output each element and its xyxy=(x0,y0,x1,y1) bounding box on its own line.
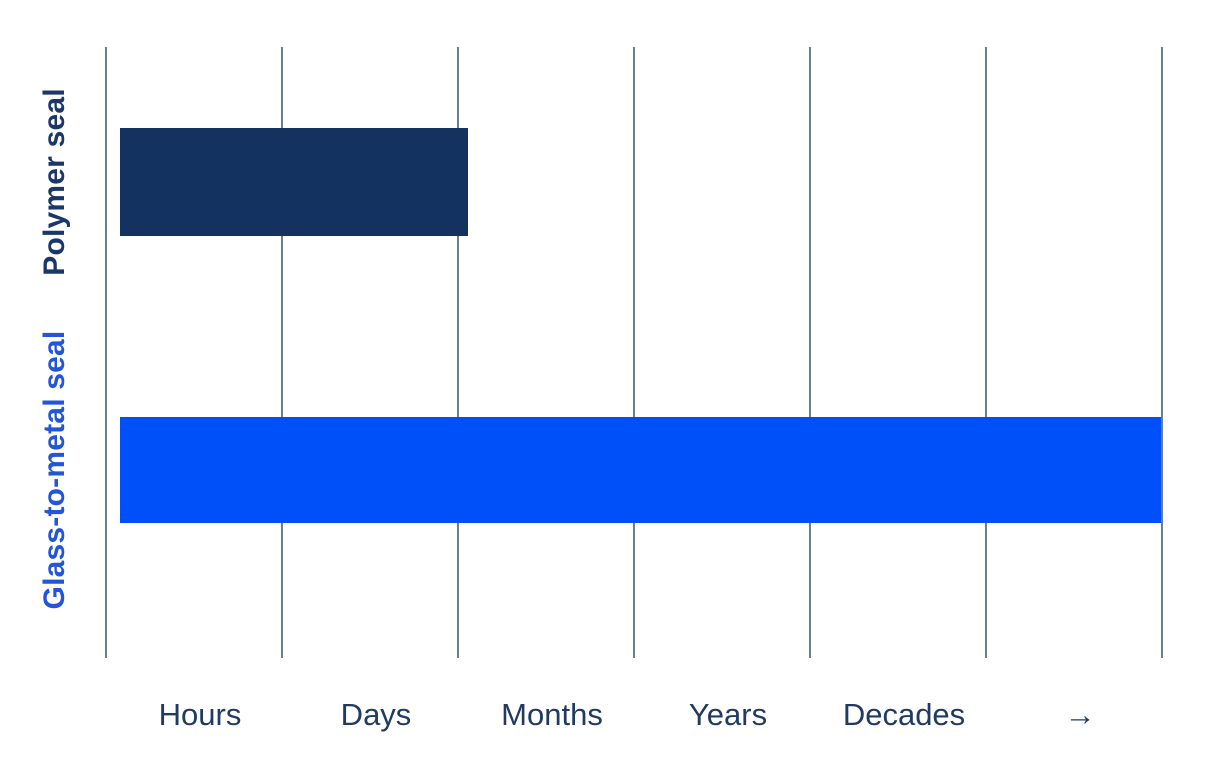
gridline xyxy=(809,47,811,658)
x-label-years: Years xyxy=(688,697,768,732)
x-label-hours: Hours xyxy=(158,697,242,732)
x-label-days: Days xyxy=(340,697,412,732)
gridline xyxy=(1161,47,1163,658)
x-label-decades: Decades xyxy=(842,697,966,732)
gridline xyxy=(985,47,987,658)
x-label-months: Months xyxy=(501,697,603,732)
plot-area xyxy=(105,47,1163,658)
bar-polymer-seal xyxy=(120,128,468,236)
gridline xyxy=(633,47,635,658)
x-label-arrow: → xyxy=(1064,697,1096,732)
bar-glass-to-metal-seal xyxy=(120,417,1161,523)
gridline xyxy=(105,47,107,658)
gridline xyxy=(281,47,283,658)
y-label-polymer-seal: Polymer seal xyxy=(38,88,71,276)
y-label-glass-to-metal-seal: Glass-to-metal seal xyxy=(38,330,71,610)
gridline xyxy=(457,47,459,658)
